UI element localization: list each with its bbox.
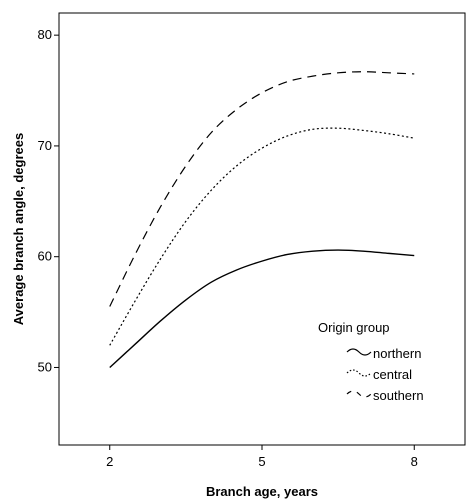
x-tick-label: 8 bbox=[411, 454, 418, 469]
y-tick-label: 80 bbox=[38, 27, 52, 42]
x-tick-label: 2 bbox=[106, 454, 113, 469]
legend-swatch-northern bbox=[346, 348, 372, 356]
series-layer bbox=[109, 71, 415, 368]
x-axis-title: Branch age, years bbox=[206, 484, 318, 499]
y-tick-label: 70 bbox=[38, 138, 52, 153]
legend-label-northern: northern bbox=[373, 346, 421, 361]
y-tick-label: 50 bbox=[38, 359, 52, 374]
legend-title: Origin group bbox=[318, 320, 390, 335]
legend-label-central: central bbox=[373, 367, 412, 382]
legend-swatch-central bbox=[346, 369, 372, 377]
legend-label-southern: southern bbox=[373, 388, 424, 403]
y-axis-title: Average branch angle, degrees bbox=[11, 133, 26, 325]
x-tick-label: 5 bbox=[258, 454, 265, 469]
legend-swatch-southern bbox=[346, 390, 372, 398]
y-axis: 50 60 70 80 bbox=[38, 27, 59, 374]
series-line-southern bbox=[109, 71, 415, 307]
y-tick-label: 60 bbox=[38, 249, 52, 264]
series-line-central bbox=[109, 127, 415, 346]
legend: Origin group northern central southern bbox=[318, 320, 424, 403]
series-line-northern bbox=[109, 249, 415, 368]
x-axis: 2 5 8 bbox=[106, 445, 418, 469]
